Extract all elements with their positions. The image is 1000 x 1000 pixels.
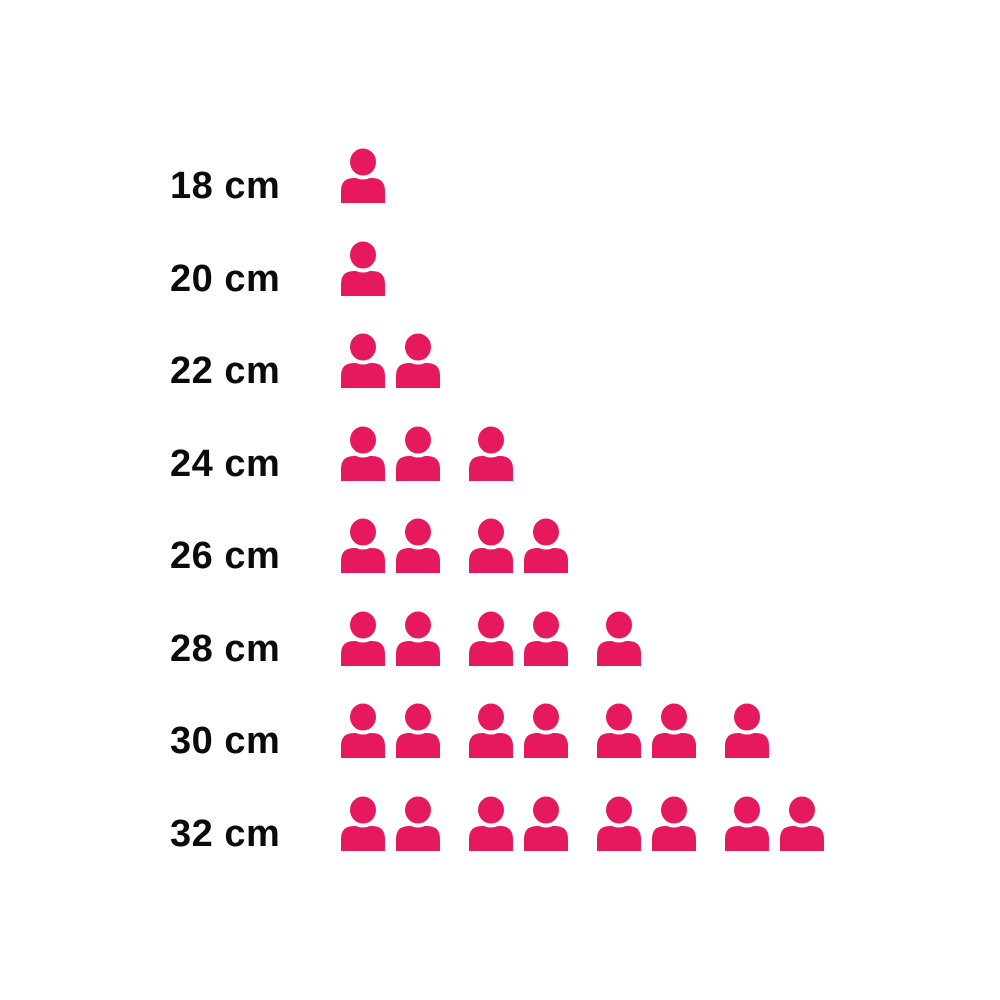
chart-row: 26 cm xyxy=(170,517,852,610)
person-icon xyxy=(523,609,569,666)
row-icons xyxy=(340,424,523,481)
person-icon xyxy=(523,702,569,758)
person-icon xyxy=(340,609,386,666)
row-label: 18 cm xyxy=(170,165,281,207)
chart-row: 20 cm xyxy=(170,239,852,333)
pictogram-chart: 18 cm 20 cm 22 cm 24 cm 26 cm 28 cm 30 cm 32 cm xyxy=(170,147,852,887)
row-label: 22 cm xyxy=(170,350,281,392)
row-label: 28 cm xyxy=(170,627,281,670)
row-icons xyxy=(340,517,596,573)
row-label: 32 cm xyxy=(170,812,281,855)
chart-row: 32 cm xyxy=(170,794,852,888)
person-icon xyxy=(340,332,386,388)
person-icon xyxy=(596,794,642,851)
chart-row: 28 cm xyxy=(170,609,852,703)
row-icons xyxy=(340,702,779,758)
person-icon xyxy=(468,702,514,758)
row-icons xyxy=(340,147,395,203)
person-icon xyxy=(340,239,386,296)
person-icon xyxy=(468,794,514,851)
row-icons xyxy=(340,794,852,851)
person-icon xyxy=(779,794,825,851)
chart-row: 18 cm xyxy=(170,147,852,240)
row-label: 24 cm xyxy=(170,442,281,485)
person-icon xyxy=(340,147,386,203)
row-label: 26 cm xyxy=(170,535,281,577)
row-label: 30 cm xyxy=(170,720,281,762)
row-label: 20 cm xyxy=(170,257,281,300)
person-icon xyxy=(395,517,441,573)
person-icon xyxy=(395,332,441,388)
row-icons xyxy=(340,332,468,388)
person-icon xyxy=(340,702,386,758)
chart-row: 24 cm xyxy=(170,424,852,518)
person-icon xyxy=(340,794,386,851)
person-icon xyxy=(523,794,569,851)
person-icon xyxy=(596,702,642,758)
person-icon xyxy=(395,424,441,481)
person-icon xyxy=(468,517,514,573)
person-icon xyxy=(651,794,697,851)
person-icon xyxy=(468,424,514,481)
person-icon xyxy=(523,517,569,573)
person-icon xyxy=(340,424,386,481)
row-icons xyxy=(340,239,395,296)
person-icon xyxy=(724,794,770,851)
person-icon xyxy=(724,702,770,758)
person-icon xyxy=(468,609,514,666)
person-icon xyxy=(395,609,441,666)
chart-row: 22 cm xyxy=(170,332,852,425)
chart-row: 30 cm xyxy=(170,702,852,795)
person-icon xyxy=(596,609,642,666)
row-icons xyxy=(340,609,651,666)
person-icon xyxy=(340,517,386,573)
person-icon xyxy=(395,702,441,758)
person-icon xyxy=(395,794,441,851)
person-icon xyxy=(651,702,697,758)
